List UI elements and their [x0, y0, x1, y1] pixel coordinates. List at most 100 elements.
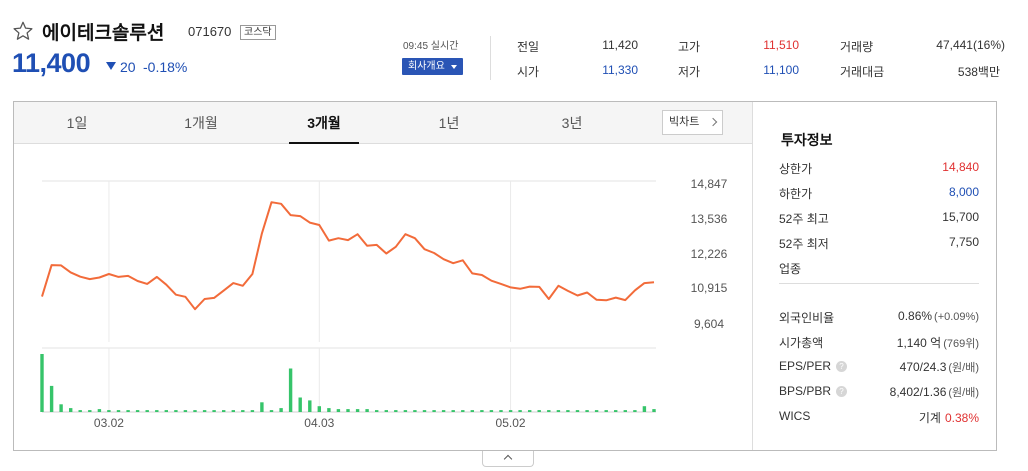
period-tabs: 1일 1개월 3개월 1년 3년 빅차트	[14, 102, 752, 144]
invest-row-value: 0.86% (+0.09%)	[898, 309, 979, 323]
volume-bar	[193, 410, 197, 412]
volume-bar	[508, 410, 513, 412]
price-change-pct: -0.18%	[143, 59, 188, 75]
chevron-up-icon	[503, 454, 513, 464]
down-arrow-icon	[106, 62, 116, 70]
price-chart: 03.02 04.03 05.02 14,847 13,536 12,226 10,915 9…	[40, 177, 728, 430]
collapse-button[interactable]	[482, 451, 534, 467]
divider	[490, 36, 491, 80]
investment-info-title: 투자정보	[781, 132, 833, 148]
volume-bar	[451, 410, 455, 412]
volume-bar	[279, 408, 283, 412]
stock-header: 에이테크솔루션 071670 코스닥 11,400 20 -0.18% 09:4…	[0, 0, 1028, 100]
volume-bar	[633, 410, 637, 412]
low-value: 11,100	[763, 63, 799, 77]
invest-row-label-text: EPS/PER	[779, 359, 832, 373]
open-value: 11,330	[602, 63, 638, 77]
volume-bar	[547, 410, 551, 412]
volume-bar	[78, 410, 82, 412]
volume-bar	[346, 409, 350, 412]
tab-1day[interactable]: 1일	[66, 115, 88, 131]
volume-bar	[489, 410, 494, 412]
amount-label: 거래대금	[840, 65, 885, 79]
high-label: 고가	[678, 40, 701, 54]
volume-bar	[594, 410, 599, 412]
invest-row-label-text: BPS/PBR	[779, 384, 832, 398]
volume-bar	[241, 410, 245, 412]
invest-row-label: 상한가	[779, 162, 813, 176]
volume-bar	[604, 410, 608, 412]
volume-bar	[375, 410, 379, 412]
tab-1year[interactable]: 1년	[438, 115, 460, 131]
y-tick-label: 9,604	[694, 317, 724, 331]
invest-row-value: 8,402/1.36 (원/배)	[890, 384, 979, 400]
volume-bar	[222, 410, 226, 412]
stock-code: 071670	[188, 24, 232, 39]
invest-row-value-text: 0.86%	[898, 309, 933, 323]
invest-row-value: 8,000	[948, 185, 979, 199]
invest-row-label: 52주 최고	[779, 212, 829, 226]
market-badge: 코스닥	[240, 25, 276, 40]
current-price: 11,400	[12, 48, 91, 78]
volume-bar	[155, 410, 159, 412]
volume-bar	[174, 410, 178, 412]
tab-3year[interactable]: 3년	[561, 115, 583, 131]
invest-row-extra: (원/배)	[948, 387, 979, 399]
prev-close-label: 전일	[517, 40, 540, 54]
invest-row-extra: 0.38%	[944, 411, 979, 425]
invest-row-value: 14,840	[942, 160, 979, 174]
volume-bar	[480, 410, 484, 412]
volume-bar	[461, 410, 465, 412]
volume-bar	[212, 410, 216, 412]
caret-down-icon	[451, 65, 457, 69]
y-tick-label: 12,226	[691, 247, 728, 261]
volume-bar	[269, 410, 274, 412]
big-chart-button[interactable]: 빅차트	[662, 110, 723, 135]
volume-bar	[202, 410, 207, 412]
company-overview-label: 회사개요	[408, 61, 445, 72]
invest-row-value: 7,750	[948, 235, 979, 249]
help-icon[interactable]: ?	[836, 386, 848, 397]
invest-row-label: WICS	[779, 409, 810, 423]
low-label: 저가	[678, 65, 701, 79]
invest-row: 상한가 14,840	[779, 160, 979, 178]
invest-row: BPS/PBR? 8,402/1.36 (원/배)	[779, 384, 979, 402]
volume-bar	[298, 397, 302, 412]
star-icon[interactable]	[12, 20, 34, 42]
volume-bar	[126, 410, 130, 412]
volume-bar	[614, 410, 618, 412]
volume-bar	[107, 410, 111, 412]
invest-row: 외국인비율 0.86% (+0.09%)	[779, 309, 979, 327]
volume-bar	[575, 410, 580, 412]
tab-3month[interactable]: 3개월	[289, 102, 359, 144]
investment-info-panel: 투자정보 상한가 14,840 하한가 8,000 52주 최고 15,700 52주 최저…	[752, 102, 996, 450]
y-tick-label: 10,915	[691, 281, 728, 295]
price-change: 20	[120, 59, 136, 75]
volume-bar	[585, 410, 589, 412]
chevron-right-icon	[708, 117, 718, 127]
volume-bar	[317, 406, 321, 412]
volume-bar	[413, 410, 417, 412]
x-tick-label: 04.03	[304, 416, 334, 430]
invest-row-label: EPS/PER?	[779, 359, 848, 373]
volume-bar	[308, 400, 312, 412]
amount-value: 538백만	[957, 65, 1000, 79]
volume-bar	[518, 410, 522, 412]
company-overview-button[interactable]: 회사개요	[402, 58, 463, 75]
help-icon[interactable]: ?	[836, 361, 848, 372]
y-tick-label: 14,847	[691, 177, 728, 191]
volume-bar	[145, 410, 149, 412]
invest-row-label-text: 외국인비율	[779, 311, 835, 325]
volume-bar	[59, 404, 63, 412]
volume-bar	[499, 410, 503, 412]
invest-row-extra: (원/배)	[948, 362, 979, 374]
volume-bar	[365, 409, 369, 412]
volume-bar	[135, 410, 140, 412]
invest-row-label: 하한가	[779, 187, 813, 201]
volume-bar	[403, 410, 408, 412]
volume-bar	[260, 402, 264, 412]
volume-bar	[384, 410, 388, 412]
invest-row-value: 15,700	[942, 210, 979, 224]
tab-1month[interactable]: 1개월	[184, 115, 218, 131]
invest-row-extra: (769위)	[943, 338, 979, 350]
